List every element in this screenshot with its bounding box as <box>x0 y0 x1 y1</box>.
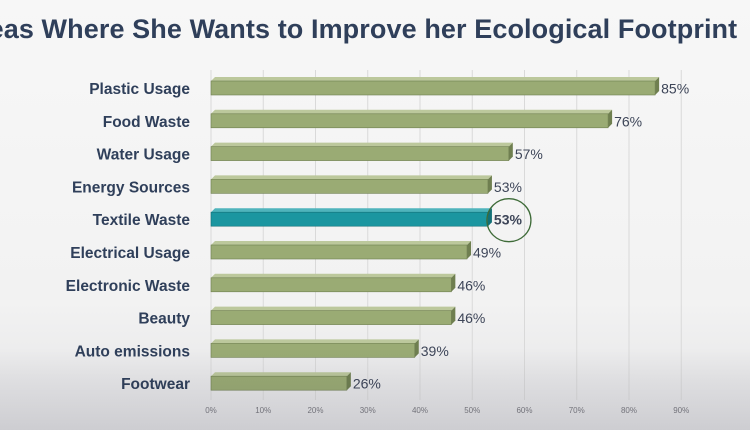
highlight-circle <box>486 198 532 243</box>
bar <box>210 244 468 260</box>
value-label: 53% <box>494 212 523 228</box>
bar-top-face <box>211 208 492 213</box>
x-tick-label: 10% <box>255 406 271 415</box>
category-label: Beauty <box>138 311 190 328</box>
bar-top-face <box>211 241 472 245</box>
bar-side-face <box>655 77 660 95</box>
value-label: 76% <box>614 113 642 129</box>
bar-side-face <box>508 142 513 161</box>
category-label: Electrical Usage <box>70 245 190 262</box>
category-label: Electronic Waste <box>66 278 191 295</box>
bar <box>210 113 609 129</box>
category-label: Water Usage <box>97 147 191 164</box>
chart-title: reas Where She Wants to Improve her Ecol… <box>0 14 738 44</box>
bar <box>210 343 416 358</box>
bar <box>210 310 452 325</box>
x-tick-label: 40% <box>412 406 428 415</box>
value-label: 46% <box>457 310 485 326</box>
category-label: Food Waste <box>103 114 191 131</box>
bar-side-face <box>467 241 472 259</box>
bar-side-face <box>414 339 419 358</box>
category-label: Energy Sources <box>72 179 190 196</box>
x-tick-label: 80% <box>621 406 637 415</box>
x-tick-label: 60% <box>516 406 532 415</box>
bar <box>210 277 452 293</box>
value-label: 39% <box>421 343 449 359</box>
bar <box>210 211 489 227</box>
x-tick-label: 50% <box>464 406 480 415</box>
bars <box>210 77 660 391</box>
value-label: 49% <box>473 245 501 261</box>
bar-top-face <box>211 142 513 147</box>
bar-top-face <box>211 77 660 81</box>
bar-side-face <box>451 306 456 325</box>
bar <box>210 375 348 391</box>
bar-top-face <box>211 175 492 180</box>
bar <box>210 179 489 194</box>
x-tick-label: 20% <box>307 406 323 415</box>
bar-side-face <box>487 175 492 194</box>
x-tick-label: 70% <box>569 406 585 415</box>
x-tick-label: 30% <box>360 406 376 415</box>
value-label: 57% <box>515 146 543 162</box>
bar-top-face <box>211 372 351 377</box>
bar-top-face <box>211 273 456 278</box>
x-tick-label: 90% <box>673 406 689 415</box>
bar-top-face <box>211 339 419 344</box>
value-label: 85% <box>661 81 689 97</box>
value-label: 26% <box>353 376 381 392</box>
value-label: 46% <box>457 277 485 293</box>
category-label: Plastic Usage <box>89 81 190 98</box>
bar-top-face <box>211 306 456 311</box>
bar-top-face <box>211 109 613 114</box>
bar <box>210 146 510 161</box>
bar-side-face <box>451 273 456 292</box>
category-label: Auto emissions <box>75 343 190 360</box>
bar-side-face <box>608 109 613 128</box>
category-label: Textile Waste <box>93 212 191 229</box>
bar-side-face <box>346 372 351 391</box>
value-label: 53% <box>494 179 522 195</box>
bar <box>210 80 656 96</box>
x-tick-label: 0% <box>205 406 217 415</box>
labels: 0% 10% 20% 30% 40% 50% 60% 70% 80% 90% Plastic Usa… <box>66 81 690 416</box>
category-label: Footwear <box>121 376 190 393</box>
